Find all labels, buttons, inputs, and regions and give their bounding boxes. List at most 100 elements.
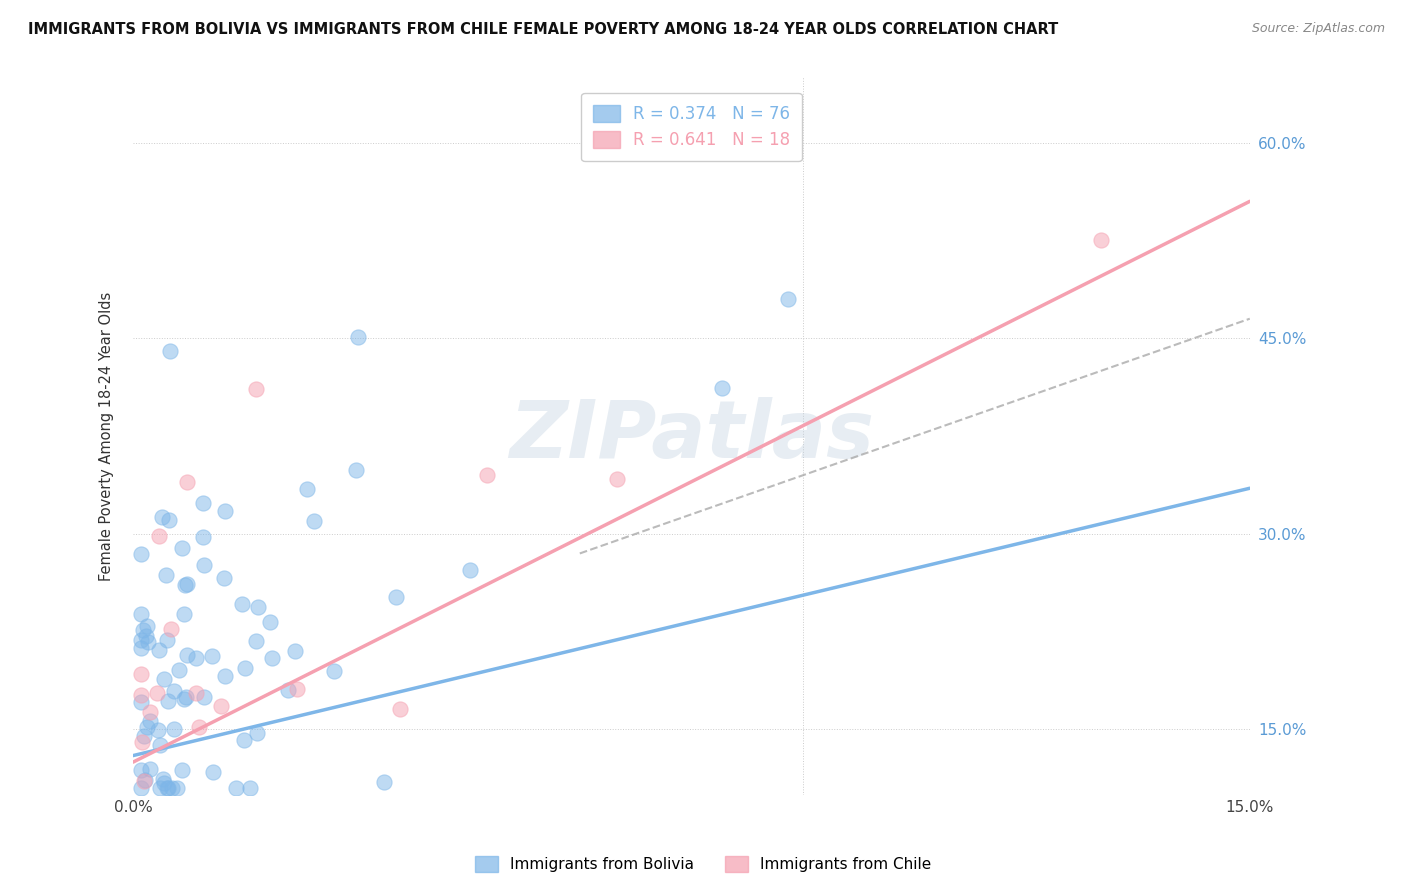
Point xyxy=(166,781,188,796)
Point xyxy=(232,733,254,747)
Point xyxy=(606,472,628,486)
Point xyxy=(284,644,307,658)
Point xyxy=(191,530,214,544)
Point xyxy=(201,649,224,664)
Point xyxy=(136,619,159,633)
Point xyxy=(129,688,152,702)
Point xyxy=(277,683,299,698)
Y-axis label: Female Poverty Among 18-24 Year Olds: Female Poverty Among 18-24 Year Olds xyxy=(100,292,114,581)
Point xyxy=(176,577,198,591)
Point xyxy=(148,529,170,543)
Point xyxy=(778,292,800,306)
Point xyxy=(148,643,170,657)
Point xyxy=(287,681,309,696)
Point xyxy=(212,571,235,585)
Point xyxy=(149,738,172,752)
Point xyxy=(225,781,247,796)
Point xyxy=(174,690,197,705)
Point xyxy=(152,772,174,787)
Point xyxy=(247,600,270,615)
Point xyxy=(150,509,173,524)
Point xyxy=(477,467,499,482)
Point xyxy=(138,714,160,728)
Point xyxy=(184,686,207,700)
Point xyxy=(245,633,267,648)
Point xyxy=(131,735,153,749)
Point xyxy=(176,648,198,663)
Point xyxy=(129,607,152,622)
Point xyxy=(302,514,325,528)
Point xyxy=(135,629,157,643)
Point xyxy=(138,705,160,719)
Point xyxy=(149,781,172,796)
Point xyxy=(163,684,186,698)
Point xyxy=(193,690,215,705)
Legend: R = 0.374   N = 76, R = 0.641   N = 18: R = 0.374 N = 76, R = 0.641 N = 18 xyxy=(581,93,801,161)
Point xyxy=(239,781,262,796)
Point xyxy=(129,694,152,708)
Point xyxy=(246,726,269,740)
Point xyxy=(388,702,411,716)
Point xyxy=(159,623,181,637)
Point xyxy=(245,382,267,396)
Point xyxy=(460,563,482,577)
Point xyxy=(193,558,215,572)
Point xyxy=(146,723,169,737)
Point xyxy=(167,663,190,677)
Point xyxy=(153,775,176,789)
Point xyxy=(157,781,180,796)
Point xyxy=(214,503,236,517)
Point xyxy=(385,591,408,605)
Point xyxy=(136,635,159,649)
Point xyxy=(135,721,157,735)
Point xyxy=(231,597,253,611)
Point xyxy=(129,547,152,561)
Point xyxy=(209,699,232,714)
Point xyxy=(132,623,155,637)
Point xyxy=(191,496,214,510)
Point xyxy=(160,781,183,796)
Point xyxy=(214,669,236,683)
Point xyxy=(129,632,152,647)
Point xyxy=(129,763,152,777)
Point xyxy=(1090,234,1112,248)
Point xyxy=(129,640,152,655)
Point xyxy=(153,672,176,686)
Legend: Immigrants from Bolivia, Immigrants from Chile: Immigrants from Bolivia, Immigrants from… xyxy=(467,848,939,880)
Point xyxy=(139,763,162,777)
Point xyxy=(259,615,281,629)
Text: Source: ZipAtlas.com: Source: ZipAtlas.com xyxy=(1251,22,1385,36)
Point xyxy=(129,781,152,796)
Point xyxy=(711,381,734,395)
Point xyxy=(233,661,256,675)
Point xyxy=(159,344,181,359)
Point xyxy=(146,685,169,699)
Point xyxy=(174,578,197,592)
Point xyxy=(295,482,318,496)
Point xyxy=(186,650,208,665)
Text: ZIPatlas: ZIPatlas xyxy=(509,397,875,475)
Point xyxy=(201,764,224,779)
Point xyxy=(156,781,179,796)
Point xyxy=(132,774,155,789)
Point xyxy=(344,463,367,477)
Point xyxy=(155,568,177,582)
Point xyxy=(172,763,194,777)
Point xyxy=(157,513,180,527)
Point xyxy=(155,633,177,648)
Text: IMMIGRANTS FROM BOLIVIA VS IMMIGRANTS FROM CHILE FEMALE POVERTY AMONG 18-24 YEAR: IMMIGRANTS FROM BOLIVIA VS IMMIGRANTS FR… xyxy=(28,22,1059,37)
Point xyxy=(157,694,180,708)
Point xyxy=(129,667,152,681)
Point xyxy=(346,329,368,343)
Point xyxy=(260,651,283,665)
Point xyxy=(162,723,184,737)
Point xyxy=(172,541,194,555)
Point xyxy=(173,607,195,621)
Point xyxy=(188,720,211,734)
Point xyxy=(176,475,198,489)
Point xyxy=(132,729,155,743)
Point xyxy=(134,773,156,788)
Point xyxy=(323,664,346,678)
Point xyxy=(173,691,195,706)
Point xyxy=(373,775,395,789)
